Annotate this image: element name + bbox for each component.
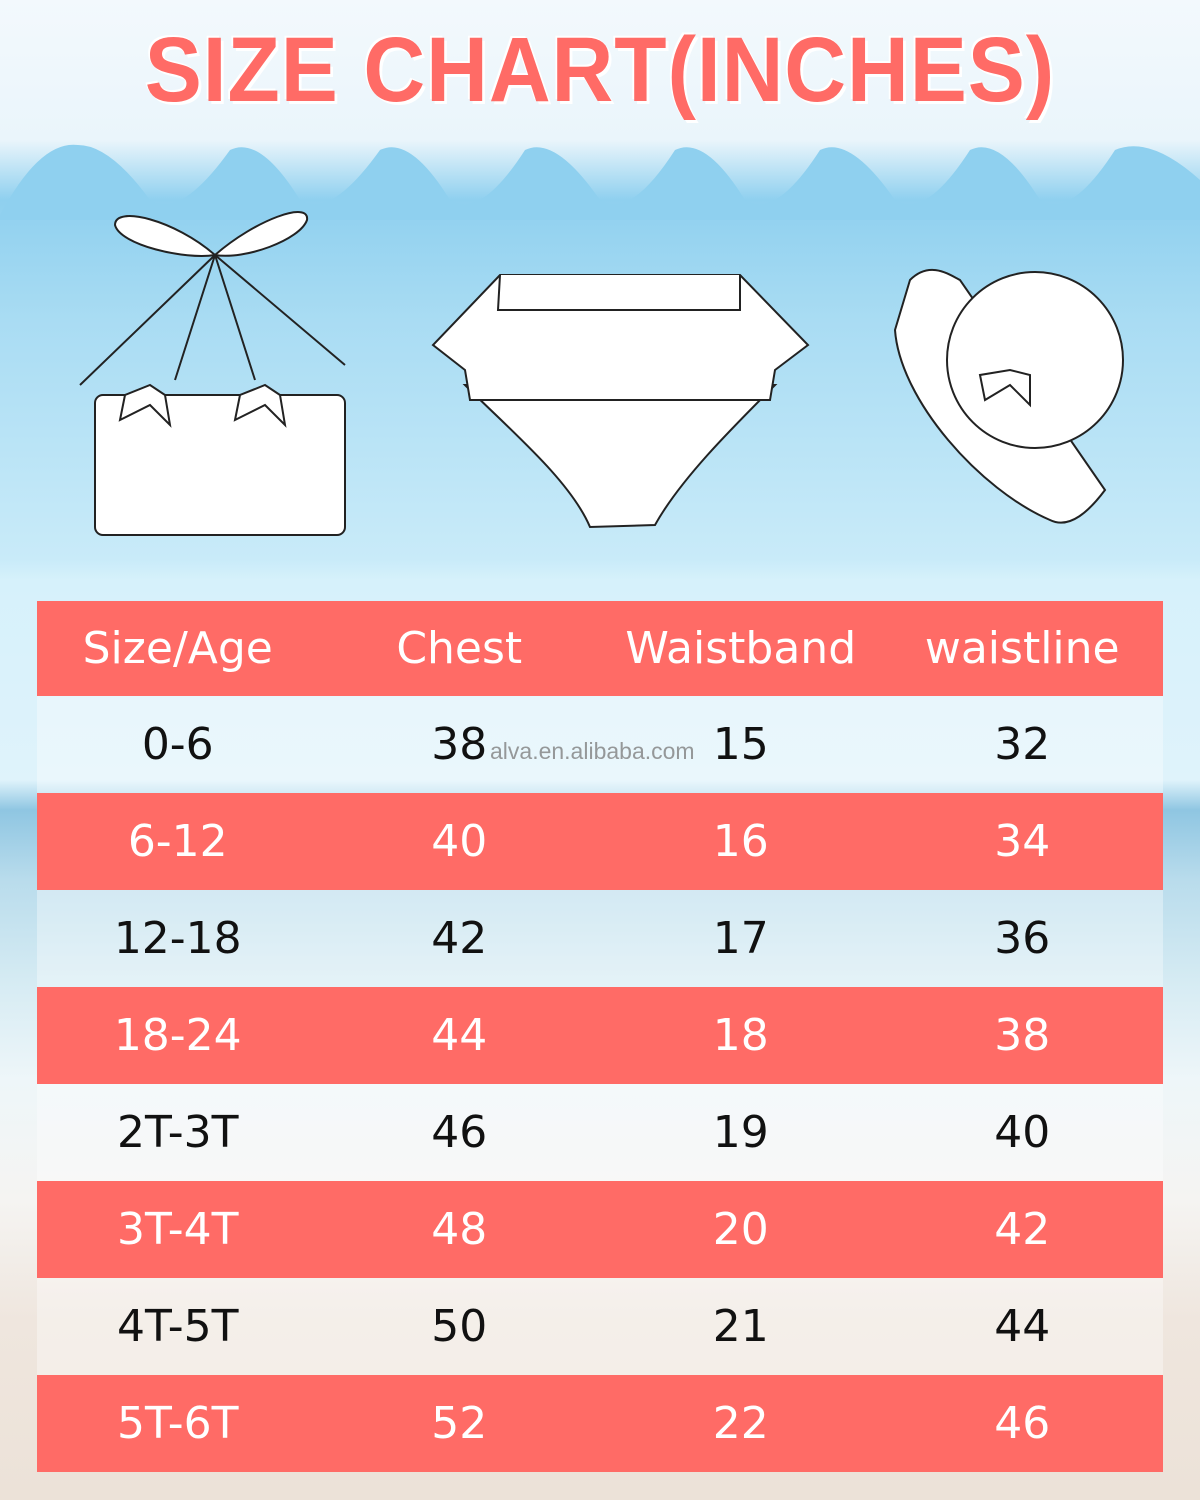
table-cell: 5T-6T: [37, 1375, 319, 1472]
table-cell: 42: [318, 890, 600, 987]
table-cell: 20: [600, 1181, 882, 1278]
watermark: alva.en.alibaba.com: [490, 738, 695, 764]
header-size-age: Size/Age: [37, 601, 319, 696]
table-cell: 38: [318, 696, 600, 793]
wave-decoration: [0, 144, 1200, 220]
table-row: 5T-6T 52 22 46: [37, 1375, 1163, 1472]
table-row: 4T-5T 50 21 44: [37, 1278, 1163, 1375]
table-cell: 44: [318, 987, 600, 1084]
bikini-top-icon: [79, 211, 346, 536]
table-cell: 18: [600, 987, 882, 1084]
table-cell: 50: [318, 1278, 600, 1375]
table-row: 2T-3T 46 19 40: [37, 1084, 1163, 1181]
table-cell: 44: [881, 1278, 1163, 1375]
ruffle-bottom-icon: [431, 274, 810, 529]
table-cell: 4T-5T: [37, 1278, 319, 1375]
page-title: SIZE CHART(INCHES): [144, 19, 1056, 121]
table-row: 18-24 44 18 38: [37, 987, 1163, 1084]
table-row: 6-12 40 16 34: [37, 793, 1163, 890]
header-chest: Chest: [318, 601, 600, 696]
table-cell: 22: [600, 1375, 882, 1472]
table-row: 3T-4T 48 20 42: [37, 1181, 1163, 1278]
header-waistline: waistline: [881, 601, 1163, 696]
table-cell: 19: [600, 1084, 882, 1181]
table-cell: 18-24: [37, 987, 319, 1084]
table-cell: 36: [881, 890, 1163, 987]
table-cell: 15: [600, 696, 882, 793]
table-cell: 12-18: [37, 890, 319, 987]
sun-hat-icon: [893, 269, 1124, 524]
table-cell: 40: [318, 793, 600, 890]
table-cell: 6-12: [37, 793, 319, 890]
size-table: Size/Age Chest Waistband waistline 0-6 38…: [37, 601, 1163, 1472]
table-cell: 38: [881, 987, 1163, 1084]
table-cell: 17: [600, 890, 882, 987]
table-cell: 42: [881, 1181, 1163, 1278]
table-row: 12-18 42 17 36: [37, 890, 1163, 987]
table-cell: 2T-3T: [37, 1084, 319, 1181]
table-cell: 46: [318, 1084, 600, 1181]
table-header-row: Size/Age Chest Waistband waistline: [37, 601, 1163, 696]
table-cell: 21: [600, 1278, 882, 1375]
table-cell: 40: [881, 1084, 1163, 1181]
table-cell: 0-6: [37, 696, 319, 793]
table-cell: 3T-4T: [37, 1181, 319, 1278]
table-row: 0-6 38 15 32: [37, 696, 1163, 793]
table-cell: 48: [318, 1181, 600, 1278]
table-cell: 46: [881, 1375, 1163, 1472]
header-waistband: Waistband: [600, 601, 882, 696]
table-cell: 32: [881, 696, 1163, 793]
table-cell: 16: [600, 793, 882, 890]
table-cell: 34: [881, 793, 1163, 890]
table-cell: 52: [318, 1375, 600, 1472]
